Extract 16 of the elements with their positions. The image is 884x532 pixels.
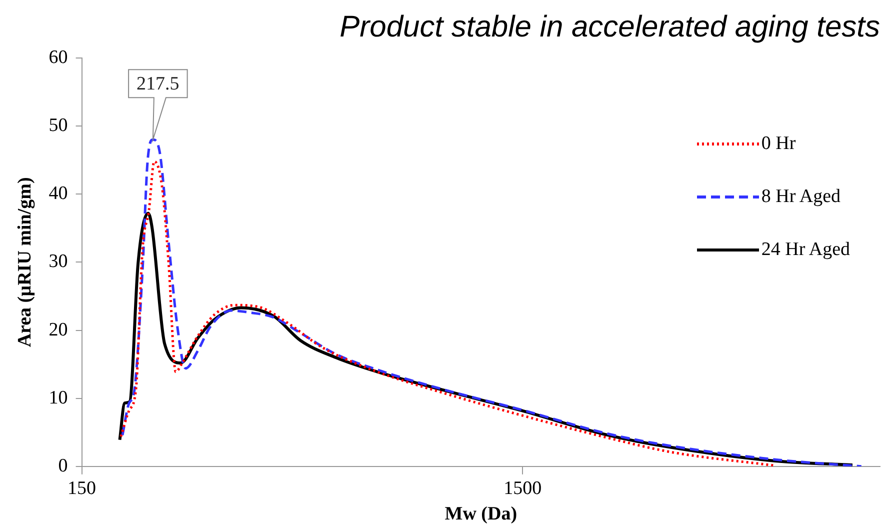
legend-label: 24 Hr Aged <box>761 239 850 261</box>
y-tick-label: 0 <box>58 455 68 476</box>
y-axis-title: Area (µRIU min/gm) <box>14 177 36 348</box>
y-tick-label: 20 <box>48 319 68 340</box>
y-tick-label: 30 <box>48 251 68 272</box>
legend-label: 8 Hr Aged <box>761 186 840 208</box>
x-axis-title: Mw (Da) <box>444 504 518 525</box>
y-tick-label: 40 <box>48 183 68 204</box>
legend-label: 0 Hr <box>761 133 796 155</box>
y-tick-label: 60 <box>48 46 68 68</box>
y-tick-label: 50 <box>48 115 68 136</box>
chart-title: Product stable in accelerated aging tests <box>340 10 880 44</box>
x-tick-label: 1500 <box>504 478 542 499</box>
y-tick-label: 10 <box>48 387 68 408</box>
x-tick-label: 150 <box>68 478 96 499</box>
annotation: 217.5 <box>136 74 180 95</box>
